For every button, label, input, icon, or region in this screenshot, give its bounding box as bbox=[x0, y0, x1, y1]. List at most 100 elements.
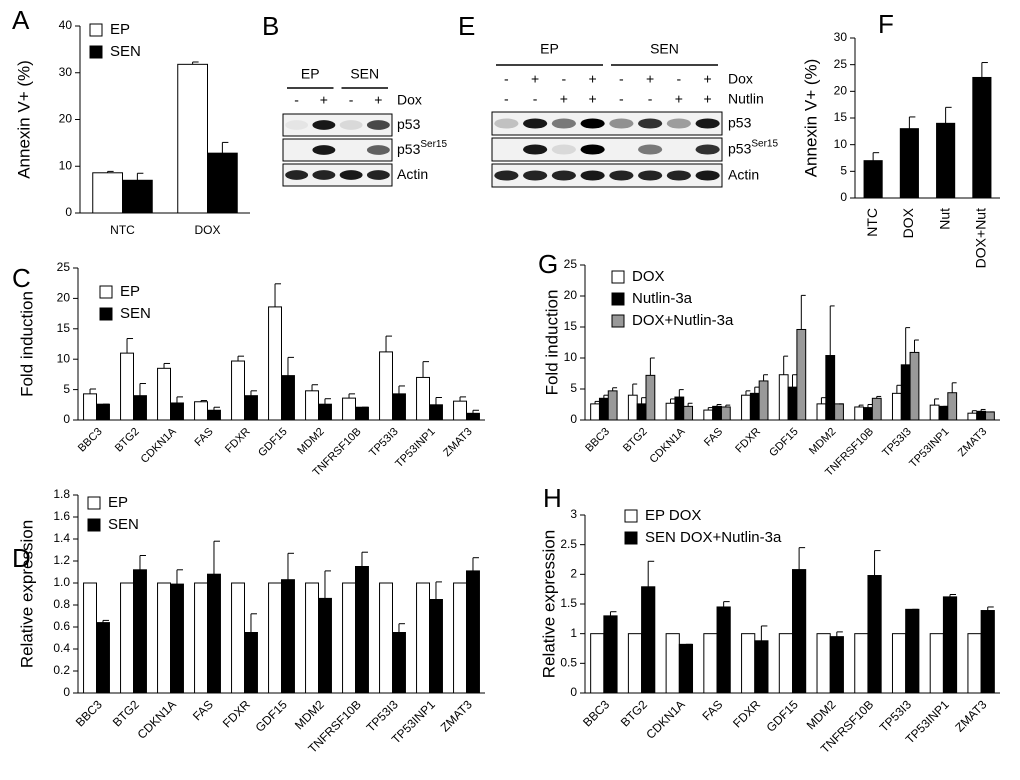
lane-sign: + bbox=[560, 91, 568, 107]
bar bbox=[778, 374, 789, 421]
blot-band bbox=[580, 170, 605, 181]
x-tick-label: FAS bbox=[702, 426, 725, 449]
row-label: Actin bbox=[397, 166, 428, 182]
error-bar bbox=[435, 581, 442, 600]
error-bar bbox=[745, 390, 751, 396]
error-bar bbox=[945, 106, 952, 124]
blot-band bbox=[523, 170, 548, 181]
legend-swatch bbox=[89, 23, 103, 37]
lane-sign: + bbox=[589, 71, 597, 87]
legend-swatch bbox=[99, 307, 113, 321]
y-tick-label: 20 bbox=[564, 288, 578, 302]
lane-sign: - bbox=[562, 71, 567, 87]
error-bar bbox=[836, 631, 843, 637]
bar bbox=[392, 632, 406, 694]
legend-label: EP DOX bbox=[645, 507, 701, 524]
y-axis-label: Relative expression bbox=[539, 530, 558, 678]
error-bar bbox=[707, 407, 713, 411]
bar bbox=[825, 355, 836, 421]
error-bar bbox=[324, 570, 331, 599]
y-axis-label: Relative expression bbox=[17, 520, 36, 668]
bar bbox=[899, 128, 919, 199]
y-tick-label: 0.6 bbox=[53, 619, 70, 633]
y-tick-label: 30 bbox=[59, 65, 73, 79]
error-bar bbox=[951, 382, 957, 393]
bar bbox=[305, 390, 319, 421]
y-tick-label: 1.8 bbox=[53, 487, 70, 501]
blot-frame bbox=[491, 137, 723, 162]
legend-swatch bbox=[99, 285, 113, 299]
group-label: EP bbox=[301, 66, 320, 82]
blot-band bbox=[695, 170, 720, 181]
y-tick-label: 1.4 bbox=[53, 531, 70, 545]
y-tick-label: 25 bbox=[834, 57, 848, 71]
bar bbox=[177, 63, 208, 214]
error-bar bbox=[139, 555, 146, 570]
error-bar bbox=[176, 569, 183, 585]
bar bbox=[720, 406, 731, 421]
bar bbox=[929, 404, 940, 421]
error-bar bbox=[102, 619, 109, 623]
bar bbox=[416, 582, 430, 694]
x-tick-label: BBC3 bbox=[73, 697, 105, 729]
blot-band bbox=[312, 120, 336, 130]
legend-swatch bbox=[89, 45, 103, 59]
bar bbox=[703, 409, 714, 421]
x-tick-label: ZMAT3 bbox=[952, 697, 989, 734]
bar bbox=[268, 582, 282, 694]
bar bbox=[96, 403, 110, 421]
row-name: p53 bbox=[397, 141, 421, 157]
error-bar bbox=[274, 283, 282, 307]
panel-letter: A bbox=[12, 5, 30, 35]
bar bbox=[936, 122, 956, 199]
y-tick-label: 10 bbox=[59, 158, 73, 172]
y-tick-label: 10 bbox=[57, 351, 71, 365]
blot-band bbox=[551, 144, 576, 155]
x-tick-label: FAS bbox=[699, 697, 725, 723]
legend-label: SEN bbox=[120, 305, 151, 322]
row-label: p53Ser15 bbox=[397, 139, 447, 157]
legend-swatch bbox=[611, 292, 625, 306]
error-bar bbox=[872, 152, 880, 161]
error-bar bbox=[632, 383, 638, 396]
x-tick-label: GDF15 bbox=[253, 697, 290, 734]
error-bar bbox=[398, 623, 405, 633]
blot-band bbox=[312, 170, 336, 180]
error-bar bbox=[687, 402, 693, 407]
lane-sign: - bbox=[504, 71, 509, 87]
bar bbox=[157, 367, 172, 421]
error-bar bbox=[422, 361, 430, 378]
lane-sign: + bbox=[646, 71, 654, 87]
blot-band bbox=[523, 144, 548, 155]
bar bbox=[816, 403, 827, 421]
lane-sign: + bbox=[374, 92, 382, 108]
y-axis-label: Fold induction bbox=[542, 290, 561, 396]
treatment-label: Nutlin bbox=[728, 91, 764, 107]
bar bbox=[453, 582, 467, 694]
error-bar bbox=[763, 374, 768, 381]
x-tick-label: CDKN1A bbox=[647, 425, 688, 466]
bar bbox=[641, 586, 656, 694]
error-bar bbox=[287, 356, 294, 376]
bar bbox=[929, 633, 944, 694]
y-tick-label: 1 bbox=[570, 626, 577, 640]
blot-band bbox=[366, 145, 390, 155]
blot-frame bbox=[491, 163, 723, 188]
blot-band bbox=[366, 120, 390, 130]
bar bbox=[590, 633, 605, 694]
error-bar bbox=[792, 374, 797, 388]
error-bar bbox=[361, 551, 368, 567]
x-tick-label: GDF15 bbox=[764, 697, 801, 734]
error-bar bbox=[949, 594, 957, 597]
x-tick-label: NTC bbox=[110, 223, 135, 237]
bar bbox=[603, 615, 618, 694]
error-bar bbox=[385, 335, 393, 352]
y-tick-label: 0 bbox=[63, 412, 70, 426]
row-label: p53 bbox=[397, 116, 421, 132]
y-tick-label: 0 bbox=[65, 205, 72, 219]
bar bbox=[980, 610, 995, 694]
y-tick-label: 2.5 bbox=[560, 537, 577, 551]
legend-swatch bbox=[624, 531, 638, 545]
row-superscript: Ser15 bbox=[751, 138, 778, 149]
legend-label: EP bbox=[120, 283, 140, 300]
